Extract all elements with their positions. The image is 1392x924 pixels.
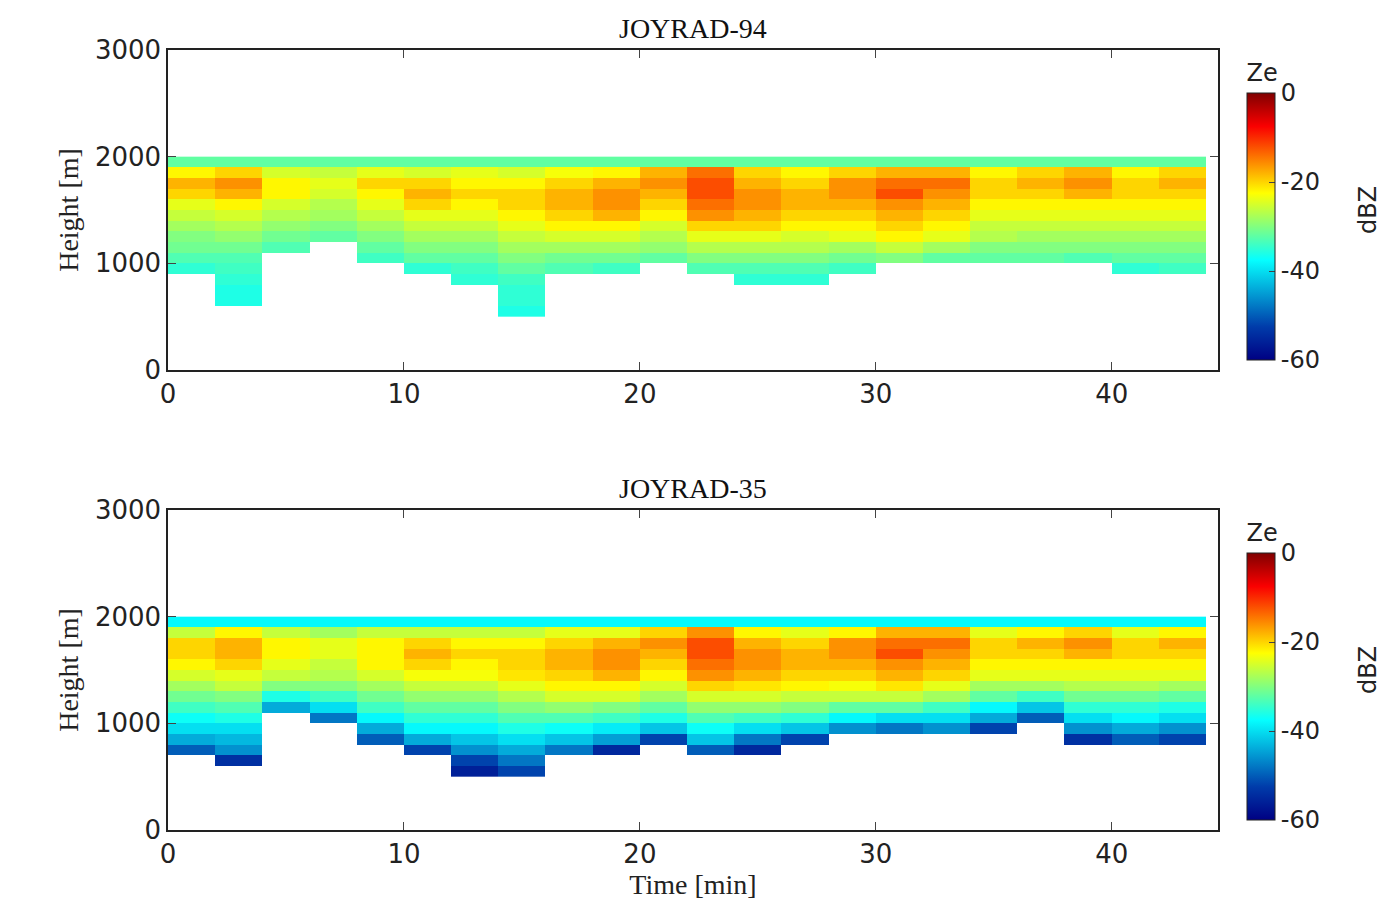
- svg-text:1000: 1000: [95, 248, 161, 278]
- svg-text:Height [m]: Height [m]: [53, 148, 84, 272]
- svg-text:0: 0: [145, 815, 162, 845]
- svg-text:-40: -40: [1281, 257, 1320, 285]
- svg-text:Height [m]: Height [m]: [53, 608, 84, 732]
- svg-text:30: 30: [859, 379, 892, 409]
- svg-text:0: 0: [160, 839, 177, 869]
- svg-text:0: 0: [1281, 539, 1296, 567]
- svg-text:Time [min]: Time [min]: [629, 869, 756, 900]
- svg-text:3000: 3000: [95, 495, 161, 525]
- svg-text:JOYRAD-94: JOYRAD-94: [619, 13, 767, 44]
- svg-text:3000: 3000: [95, 35, 161, 65]
- svg-text:10: 10: [387, 379, 420, 409]
- svg-text:dBZ: dBZ: [1354, 646, 1382, 694]
- svg-text:-20: -20: [1281, 628, 1320, 656]
- svg-text:0: 0: [160, 379, 177, 409]
- svg-text:0: 0: [145, 355, 162, 385]
- svg-text:Ze: Ze: [1247, 59, 1278, 87]
- svg-text:-40: -40: [1281, 717, 1320, 745]
- svg-text:10: 10: [387, 839, 420, 869]
- svg-text:1000: 1000: [95, 708, 161, 738]
- svg-text:2000: 2000: [95, 142, 161, 172]
- svg-text:-60: -60: [1281, 346, 1320, 374]
- svg-text:JOYRAD-35: JOYRAD-35: [619, 473, 767, 504]
- svg-text:40: 40: [1095, 839, 1128, 869]
- svg-text:30: 30: [859, 839, 892, 869]
- svg-text:0: 0: [1281, 79, 1296, 107]
- svg-text:40: 40: [1095, 379, 1128, 409]
- svg-text:-20: -20: [1281, 168, 1320, 196]
- svg-text:2000: 2000: [95, 602, 161, 632]
- svg-text:dBZ: dBZ: [1354, 186, 1382, 234]
- svg-text:20: 20: [623, 379, 656, 409]
- svg-text:Ze: Ze: [1247, 519, 1278, 547]
- svg-text:-60: -60: [1281, 806, 1320, 834]
- svg-text:20: 20: [623, 839, 656, 869]
